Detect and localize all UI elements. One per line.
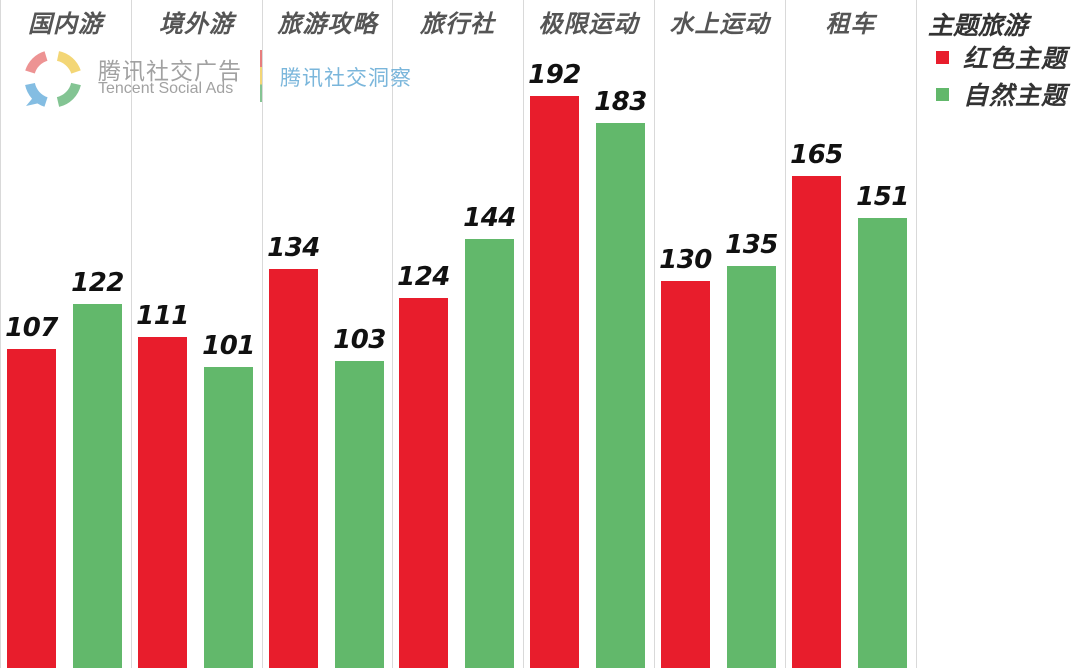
legend-item-red: 红色主题 [936, 42, 1068, 73]
category-divider [916, 0, 917, 668]
bar-nature-theme [596, 123, 645, 668]
watermark: 腾讯社交广告 Tencent Social Ads 腾讯社交洞察 [22, 48, 422, 110]
category-divider [262, 0, 263, 668]
category-divider [785, 0, 786, 668]
value-label: 107 [5, 313, 58, 343]
value-label: 122 [71, 268, 124, 298]
legend-label: 红色主题 [963, 44, 1068, 73]
watermark-brand-en: Tencent Social Ads [98, 80, 234, 97]
bar-red-theme [138, 337, 187, 668]
legend-label: 自然主题 [963, 81, 1068, 110]
category-label: 境外游 [159, 10, 234, 38]
value-label: 165 [790, 140, 843, 170]
category-label: 旅行社 [420, 10, 495, 38]
value-label: 130 [659, 245, 712, 275]
value-label: 111 [136, 301, 189, 331]
category-divider [131, 0, 132, 668]
category-label: 租车 [825, 10, 876, 38]
watermark-separator [260, 50, 262, 102]
category-divider [392, 0, 393, 668]
watermark-brand-cn: 腾讯社交广告 [98, 59, 242, 85]
legend-title: 主题旅游 [928, 11, 1029, 40]
category-label: 旅游攻略 [277, 10, 378, 38]
watermark-insight: 腾讯社交洞察 [280, 66, 412, 90]
tencent-social-ads-logo-icon [25, 51, 81, 107]
bar-red-theme [530, 96, 579, 668]
bar-red-theme [269, 269, 318, 668]
bar-nature-theme [465, 239, 514, 668]
bar-red-theme [661, 281, 710, 668]
bar-nature-theme [727, 266, 776, 668]
value-label: 135 [725, 230, 778, 260]
value-label: 134 [267, 233, 320, 263]
value-label: 151 [856, 182, 909, 212]
category-divider [0, 0, 1, 668]
legend-swatch-red-icon [936, 50, 949, 64]
value-label: 124 [397, 262, 450, 292]
legend-item-green: 自然主题 [936, 79, 1068, 110]
bar-red-theme [7, 349, 56, 668]
category-label: 国内游 [28, 10, 103, 38]
bar-nature-theme [335, 361, 384, 668]
category-label: 极限运动 [538, 10, 639, 38]
bar-nature-theme [204, 367, 253, 668]
value-label: 101 [202, 331, 255, 361]
legend-swatch-green-icon [936, 87, 949, 101]
value-label: 183 [594, 87, 647, 117]
bar-nature-theme [858, 218, 907, 668]
bar-red-theme [792, 176, 841, 668]
category-divider [654, 0, 655, 668]
value-label: 103 [333, 325, 386, 355]
value-label: 144 [463, 203, 516, 233]
bar-nature-theme [73, 304, 122, 668]
bar-red-theme [399, 298, 448, 668]
category-divider [523, 0, 524, 668]
category-label: 水上运动 [669, 10, 770, 38]
value-label: 192 [528, 60, 581, 90]
